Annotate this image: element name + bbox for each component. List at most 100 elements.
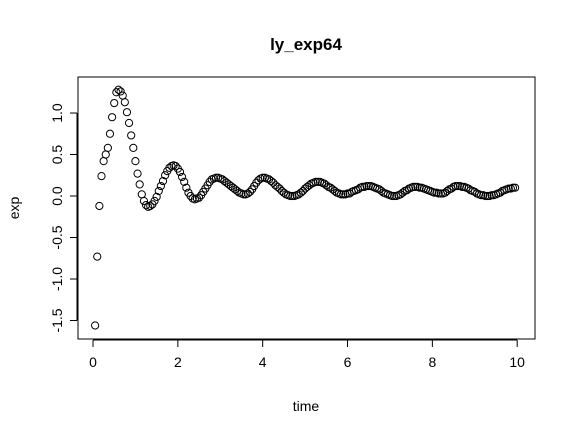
data-point (122, 108, 132, 117)
data-point (93, 252, 102, 261)
x-tick-label: 8 (428, 354, 436, 370)
data-point (305, 181, 314, 190)
data-point (112, 88, 121, 97)
x-tick-label: 0 (89, 354, 97, 370)
data-point (158, 176, 168, 186)
data-point (273, 182, 282, 191)
data-point (339, 190, 348, 199)
data-point (116, 87, 125, 96)
data-point (139, 196, 149, 206)
data-point (337, 190, 346, 199)
data-point (409, 182, 418, 191)
data-point (345, 189, 354, 198)
data-point (364, 181, 373, 191)
x-tick-label: 2 (174, 354, 182, 370)
data-point (481, 191, 490, 201)
data-point (110, 98, 119, 108)
y-tick-label: -1.5 (49, 308, 65, 332)
x-tick-label: 4 (259, 354, 267, 370)
data-point (233, 186, 242, 196)
data-point (313, 177, 322, 186)
data-point (496, 188, 505, 197)
data-point (402, 186, 412, 195)
data-point (108, 113, 117, 122)
data-point (504, 184, 513, 193)
data-point (156, 181, 165, 191)
data-point (141, 201, 151, 210)
data-point (387, 191, 397, 201)
data-point (296, 188, 305, 197)
data-point (330, 186, 339, 196)
y-tick-label: -0.5 (49, 225, 65, 249)
data-point (243, 189, 252, 198)
data-point (451, 181, 460, 191)
data-point (175, 167, 185, 177)
y-tick-label: -1.0 (49, 267, 65, 291)
data-point (311, 177, 320, 186)
data-point (269, 178, 278, 187)
data-point (275, 184, 284, 193)
data-point (430, 188, 439, 197)
data-point (510, 183, 520, 192)
data-point (453, 181, 462, 191)
data-point (91, 321, 100, 330)
data-point (470, 187, 479, 196)
data-point (103, 143, 112, 152)
data-point (177, 172, 187, 182)
data-point (258, 173, 267, 182)
data-point (483, 191, 492, 201)
data-point (129, 143, 138, 152)
data-point (464, 184, 473, 193)
data-point (477, 191, 486, 200)
y-axis-label: exp (6, 197, 22, 220)
data-point (124, 118, 134, 128)
data-point (487, 191, 496, 200)
data-point (411, 182, 420, 191)
data-point (182, 183, 191, 192)
data-point (154, 186, 163, 196)
data-point (298, 186, 308, 196)
data-point (127, 131, 136, 140)
data-point (105, 129, 115, 138)
data-point (457, 182, 467, 191)
data-point (161, 171, 170, 180)
data-point (279, 188, 288, 197)
data-point (434, 189, 443, 198)
data-point (131, 157, 140, 166)
x-tick-label: 6 (344, 354, 352, 370)
chart-title: ly_exp64 (270, 35, 342, 54)
data-point (180, 177, 189, 186)
plot-frame (77, 76, 536, 340)
data-point (211, 173, 221, 182)
data-point (362, 181, 371, 191)
data-point (120, 98, 129, 107)
x-axis-label: time (293, 398, 320, 414)
data-point (286, 191, 295, 201)
data-point (322, 181, 331, 190)
data-point (358, 182, 367, 191)
data-point (165, 163, 174, 172)
data-point (415, 183, 424, 192)
data-point (398, 188, 407, 197)
data-point (508, 183, 518, 192)
data-point (171, 162, 180, 171)
data-point (390, 191, 399, 201)
data-point (245, 187, 255, 196)
y-tick-label: 0.5 (49, 145, 65, 165)
data-point (194, 193, 204, 202)
data-point (377, 186, 386, 196)
data-point (443, 186, 452, 196)
data-point (133, 169, 142, 178)
x-tick-label: 10 (509, 354, 525, 370)
data-point (267, 176, 276, 186)
data-point (135, 180, 144, 189)
data-point (152, 192, 161, 201)
y-tick-label: 1.0 (49, 103, 65, 123)
data-point (114, 85, 123, 94)
y-tick-label: 0.0 (49, 186, 65, 206)
data-point (252, 178, 261, 187)
data-point (95, 201, 104, 211)
data-point (150, 196, 159, 206)
